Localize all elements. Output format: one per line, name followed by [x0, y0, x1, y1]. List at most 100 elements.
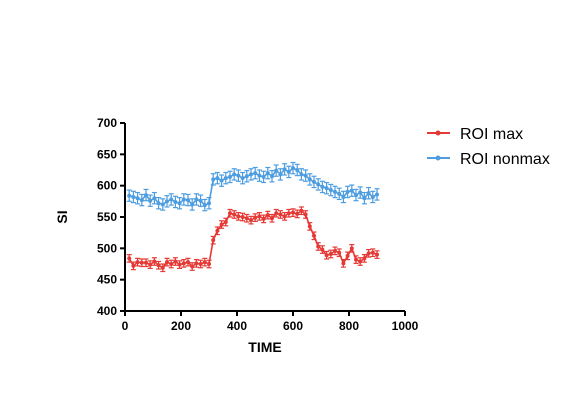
x-tick-label: 400	[227, 319, 247, 333]
y-ticks: 400 450 500 550 600 650 700	[97, 116, 125, 318]
data-point	[202, 203, 207, 208]
data-point	[333, 189, 337, 194]
data-point	[186, 260, 190, 265]
y-tick-label: 700	[97, 116, 117, 130]
data-point	[274, 211, 279, 216]
legend: ROI max ROI nonmax	[427, 126, 550, 168]
data-point	[207, 262, 211, 266]
data-point	[291, 210, 295, 215]
data-point	[139, 198, 144, 203]
data-point	[160, 265, 165, 270]
data-point	[299, 172, 304, 177]
series-line-roi-max	[128, 209, 378, 269]
x-axis-title: TIME	[248, 339, 281, 355]
data-point	[303, 173, 308, 178]
data-point	[328, 251, 333, 256]
data-point	[286, 211, 291, 216]
data-point	[345, 253, 350, 258]
data-point	[328, 188, 333, 193]
data-point	[144, 193, 148, 198]
data-point	[320, 247, 325, 252]
y-tick-label: 600	[97, 179, 117, 193]
y-axis-title: SI	[54, 210, 70, 223]
data-point	[181, 261, 186, 266]
data-point	[253, 171, 258, 176]
data-point	[324, 253, 329, 258]
data-point	[186, 198, 190, 203]
data-point	[261, 216, 266, 221]
data-point	[219, 222, 224, 227]
data-point	[244, 174, 249, 179]
series-roi-nonmax	[126, 161, 380, 212]
x-tick-label: 800	[339, 319, 359, 333]
data-point	[156, 263, 161, 268]
data-point	[358, 259, 363, 264]
data-point	[316, 182, 321, 187]
data-point	[349, 188, 354, 193]
data-point	[354, 193, 358, 198]
data-point	[358, 190, 363, 195]
data-point	[257, 214, 262, 219]
data-point	[282, 167, 287, 172]
data-point	[253, 215, 258, 220]
data-point	[198, 262, 203, 266]
data-point	[211, 177, 216, 182]
data-point	[316, 244, 321, 249]
data-point	[181, 197, 186, 202]
data-point	[312, 179, 316, 184]
data-point	[228, 211, 232, 216]
data-point	[190, 264, 195, 269]
x-tick-label: 0	[122, 319, 129, 333]
data-point	[333, 248, 337, 253]
data-point	[148, 198, 153, 203]
x-tick-label: 1000	[392, 319, 419, 333]
data-point	[320, 184, 325, 189]
series-roi-max	[126, 206, 380, 273]
data-point	[249, 218, 253, 223]
data-point	[202, 260, 207, 265]
data-point	[194, 197, 199, 202]
data-point	[362, 256, 367, 261]
x-ticks: 0 200 400 600 800 1000	[122, 311, 419, 333]
data-point	[270, 174, 274, 179]
data-point	[177, 201, 182, 206]
data-point	[131, 194, 136, 199]
legend-marker-roi-max	[435, 130, 441, 136]
data-point	[160, 202, 165, 207]
data-point	[232, 212, 237, 217]
data-point	[244, 216, 249, 221]
y-tick-label: 650	[97, 147, 117, 161]
y-tick-label: 550	[97, 210, 117, 224]
data-point	[165, 199, 169, 204]
legend-marker-roi-nonmax	[435, 155, 441, 161]
data-point	[207, 201, 211, 206]
data-point	[135, 196, 140, 201]
data-point	[278, 212, 283, 217]
data-point	[169, 197, 174, 202]
data-point	[177, 262, 182, 267]
data-point	[223, 220, 228, 225]
data-point	[232, 172, 237, 177]
data-point	[127, 193, 132, 198]
plot-area	[126, 161, 380, 273]
data-point	[215, 228, 220, 233]
x-tick-label: 200	[171, 319, 191, 333]
data-point	[156, 201, 161, 206]
data-point	[127, 256, 132, 261]
data-point	[366, 191, 371, 196]
y-tick-label: 500	[97, 241, 117, 255]
data-point	[223, 176, 228, 181]
data-point	[236, 173, 241, 178]
data-point	[324, 186, 329, 191]
data-point	[337, 191, 342, 196]
data-point	[299, 208, 304, 213]
data-point	[303, 212, 308, 217]
legend-label-roi-nonmax: ROI nonmax	[460, 151, 550, 168]
data-point	[257, 173, 262, 178]
data-point	[286, 169, 291, 174]
y-tick-label: 450	[97, 273, 117, 287]
data-point	[215, 176, 220, 181]
data-point	[307, 177, 312, 182]
data-point	[190, 202, 195, 207]
data-point	[349, 246, 354, 251]
